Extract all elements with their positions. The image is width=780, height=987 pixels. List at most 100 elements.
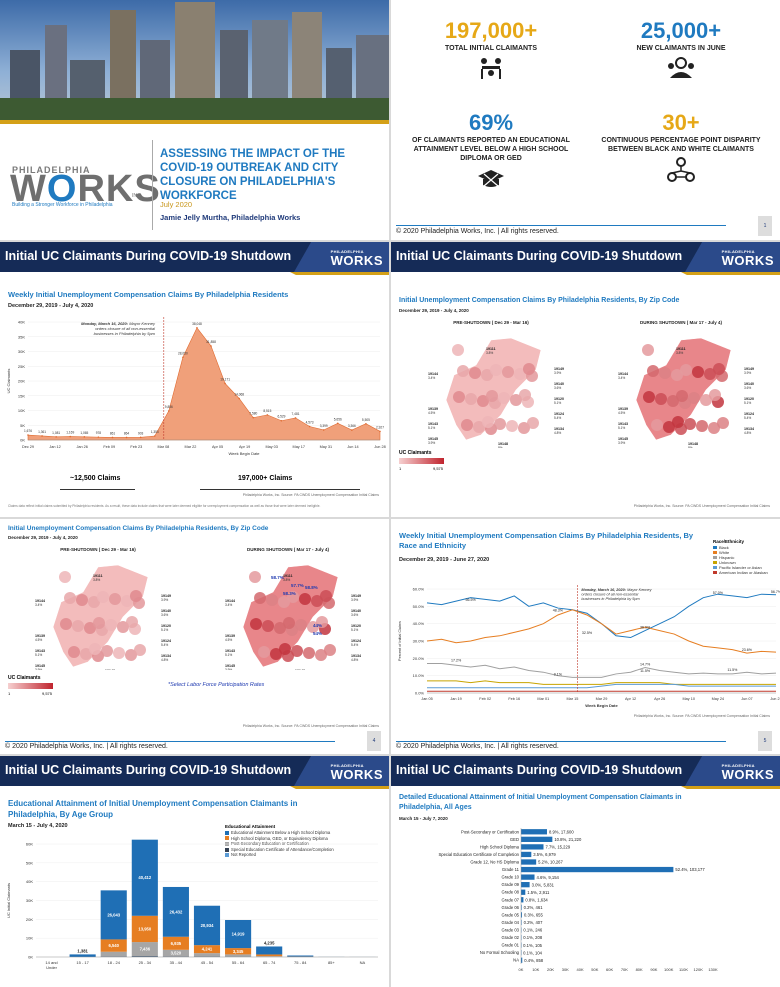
point-label: 32.5% <box>582 631 593 635</box>
data-point <box>351 429 353 431</box>
bar-value-label: 3,520 <box>171 951 182 956</box>
zip-label: 19139 <box>618 407 628 411</box>
zip-region <box>60 618 72 630</box>
zip-label: 19144 <box>618 372 628 376</box>
legend-title: UC Claimants <box>8 675 41 681</box>
category-label: Grade 11 <box>502 867 520 872</box>
y-axis-label: UC Claimants <box>6 369 11 394</box>
y-tick-label: 60.0% <box>413 587 425 592</box>
category-label: Grade 02 <box>502 935 520 940</box>
page-number: 5 <box>758 731 772 751</box>
zip-region <box>125 649 137 661</box>
zip-value: 5.1% <box>554 401 561 405</box>
series-line <box>426 609 777 654</box>
zip-region <box>262 620 274 632</box>
data-label: 28,050 <box>178 351 188 355</box>
data-label: 3,366 <box>348 424 356 428</box>
data-point <box>153 435 156 437</box>
y-tick-label: 30K <box>26 898 33 903</box>
zip-region <box>126 616 138 628</box>
data-label: 3,399 <box>320 424 328 428</box>
data-point <box>224 382 226 385</box>
y-tick-label: 40K <box>18 320 25 325</box>
zip-value: 4.5% <box>225 638 232 642</box>
data-label: 4,573 <box>306 421 314 425</box>
bar-segment <box>100 890 127 940</box>
legend-item: Special Education Certificate of Attenda… <box>225 847 334 853</box>
bar-segment <box>131 956 158 957</box>
data-point <box>238 397 240 400</box>
zip-region <box>278 596 290 608</box>
point-label: 57.0% <box>713 591 724 595</box>
data-point <box>97 436 100 438</box>
zip-value: 5.1% <box>618 426 625 430</box>
bar-segment <box>225 954 252 957</box>
legend-item: White <box>713 550 768 555</box>
bar-segment <box>225 948 252 955</box>
slide-banner: Initial UC Claimants During COVID-19 Shu… <box>0 242 389 272</box>
y-tick-label: 5K <box>20 423 25 428</box>
point-label: 11.5% <box>640 669 651 673</box>
participation-rate: 58.3% <box>283 591 296 596</box>
zip-label: 19149 <box>554 367 564 371</box>
y-tick-label: 25K <box>18 364 25 369</box>
zip-region <box>510 394 522 406</box>
category-label: Grade 07 <box>502 897 520 902</box>
zip-label: 19148 <box>688 442 698 446</box>
participation-rate: 44% <box>313 623 322 628</box>
zip-value: 3.8% <box>93 578 100 582</box>
slide-banner: Initial UC Claimants During COVID-19 Shu… <box>0 756 389 786</box>
legend-item: American Indian or Alaskan <box>713 570 768 575</box>
zip-label: 19143 <box>35 649 45 653</box>
bar-segment <box>256 946 283 955</box>
bar-value-label: 40,412 <box>138 875 151 880</box>
category-label: Grade 12, No HS Diploma <box>470 860 519 865</box>
bar-value-label: 3,345 <box>233 949 244 954</box>
zip-value: 5.4% <box>351 643 358 647</box>
data-label: 5,505 <box>362 418 370 422</box>
data-label: 31,858 <box>206 340 216 344</box>
zip-label: 19139 <box>428 407 438 411</box>
chart-title: Educational Attainment of Initial Unempl… <box>8 799 298 819</box>
zip-region <box>249 571 261 583</box>
data-label: 1,081 <box>52 431 60 435</box>
y-tick-label: 60K <box>26 842 33 847</box>
x-tick-label: Mar 08 <box>157 445 169 449</box>
zip-label: 19111 <box>93 574 103 578</box>
stat-new-claimants: 25,000+ NEW CLAIMANTS IN JUNE <box>591 18 771 80</box>
legend-gradient <box>399 458 444 464</box>
race-ethnicity-slide: Weekly Initial Unemployment Compensation… <box>391 519 780 754</box>
y-axis-label: Percent of Initial Claims <box>398 621 402 661</box>
bar <box>521 844 544 850</box>
category-label: Grade 10 <box>502 875 520 880</box>
education-detail-chart: Post-Secondary or Certification 8.9%, 17,… <box>438 828 718 972</box>
data-label: 1,065 <box>80 431 88 435</box>
zip-region <box>696 420 708 432</box>
x-tick-label: May 10 <box>683 697 695 701</box>
zip-value: 3.9% <box>744 371 751 375</box>
x-tick-label: Jun 14 <box>347 445 358 449</box>
zip-value: 8% <box>498 446 503 448</box>
data-point <box>252 416 255 419</box>
bar-value-label: 0.1%, 104 <box>523 950 543 955</box>
bar-value-label: 4.6%, 9,154 <box>537 875 560 880</box>
point-label: 17.2% <box>451 659 462 663</box>
zip-region <box>700 394 712 406</box>
zip-value: 3.4% <box>225 603 232 607</box>
zip-region <box>113 647 125 659</box>
data-label: 2,927 <box>376 425 384 429</box>
bar-value-label: 3.0%, 5,831 <box>532 882 555 887</box>
series-line <box>427 663 777 678</box>
x-tick-label: 25 - 34 <box>139 960 152 965</box>
zip-label: 19124 <box>351 639 361 643</box>
zip-region <box>97 591 109 603</box>
annotation: Monday, March 16, 2020: Mayor Kenney orde… <box>581 588 652 601</box>
zip-region <box>708 422 720 434</box>
zip-label: 19120 <box>554 397 564 401</box>
bar-value-label: 0.8%, 1,634 <box>525 897 548 902</box>
zip-region <box>709 389 721 401</box>
race-legend: Black White Hispanic Unknown Pacific Islande… <box>713 545 768 575</box>
x-tick-label: May 24 <box>712 697 724 701</box>
zip-region <box>283 617 295 629</box>
footer-text: © 2020 Philadelphia Works, Inc. | All ri… <box>396 743 559 750</box>
